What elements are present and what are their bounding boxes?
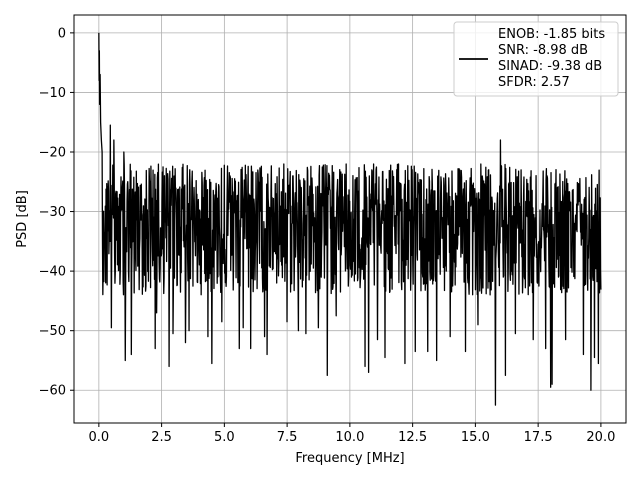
legend-line-3: SINAD: -9.38 dB [498,59,602,74]
y-tick-label: −20 [39,145,66,160]
x-tick-label: 20.0 [586,430,615,445]
x-tick-label: 7.5 [277,430,298,445]
x-tick-label: 12.5 [398,430,427,445]
x-tick-label: 5.0 [214,430,235,445]
y-axis-ticks: 0 −10 −20 −30 −40 −50 −60 [39,26,74,399]
x-tick-label: 17.5 [524,430,553,445]
x-tick-label: 15.0 [461,430,490,445]
y-axis-label: PSD [dB] [15,190,30,248]
x-tick-label: 10.0 [335,430,364,445]
series-layer [98,32,602,406]
y-tick-label: −30 [39,205,66,220]
x-axis-ticks: 0.0 2.5 5.0 7.5 10.0 12.5 15.0 17.5 20.0 [89,423,615,445]
legend-line-1: ENOB: -1.85 bits [498,27,605,42]
x-tick-label: 0.0 [89,430,110,445]
y-tick-label: 0 [58,26,66,41]
x-tick-label: 2.5 [151,430,172,445]
psd-series-line [98,32,602,406]
legend-line-4: SFDR: 2.57 [498,75,570,90]
legend-box [453,21,619,97]
y-tick-label: −10 [39,86,66,101]
y-tick-label: −50 [39,324,66,339]
legend: ENOB: -1.85 bits SNR: -8.98 dB SINAD: -9.3… [453,21,619,97]
y-tick-label: −40 [39,265,66,280]
legend-line-2: SNR: -8.98 dB [498,43,588,58]
y-tick-label: −60 [39,384,66,399]
x-axis-label: Frequency [MHz] [295,451,404,466]
legend-label: ENOB: -1.85 bits SNR: -8.98 dB SINAD: -9.3… [498,27,605,90]
